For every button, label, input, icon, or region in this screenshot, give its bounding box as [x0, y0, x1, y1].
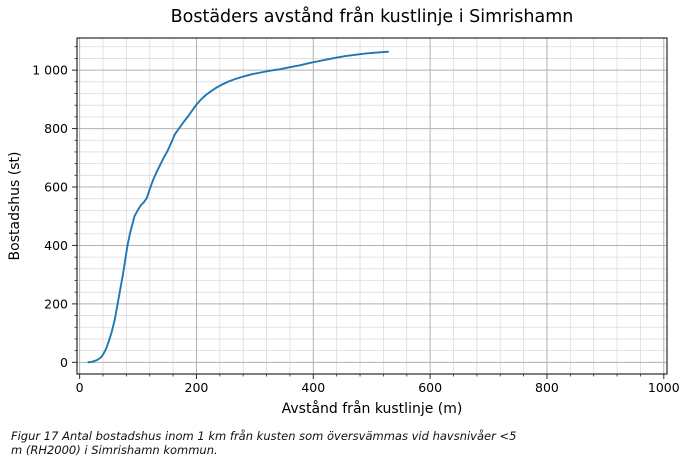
x-tick-label: 600: [418, 380, 442, 395]
x-axis-label: Avstånd från kustlinje (m): [281, 401, 463, 417]
y-tick-label: 0: [60, 355, 68, 370]
x-tick-label: 400: [301, 380, 325, 395]
axes-border: [76, 37, 668, 375]
chart-title: Bostäders avstånd från kustlinje i Simri…: [170, 7, 574, 27]
y-tick-label: 400: [44, 238, 68, 253]
x-tick-label: 0: [76, 380, 84, 395]
y-tick-label: 200: [44, 296, 68, 311]
figure-caption: Figur 17 Antal bostadshus inom 1 km från…: [11, 429, 517, 458]
x-tick-label: 1000: [648, 380, 680, 395]
y-tick-label: 800: [44, 121, 68, 136]
x-tick-label: 200: [185, 380, 209, 395]
y-tick-label: 600: [44, 180, 68, 195]
x-tick-label: 800: [535, 380, 559, 395]
y-tick-label: 1 000: [32, 63, 68, 78]
data-line: [87, 50, 390, 364]
